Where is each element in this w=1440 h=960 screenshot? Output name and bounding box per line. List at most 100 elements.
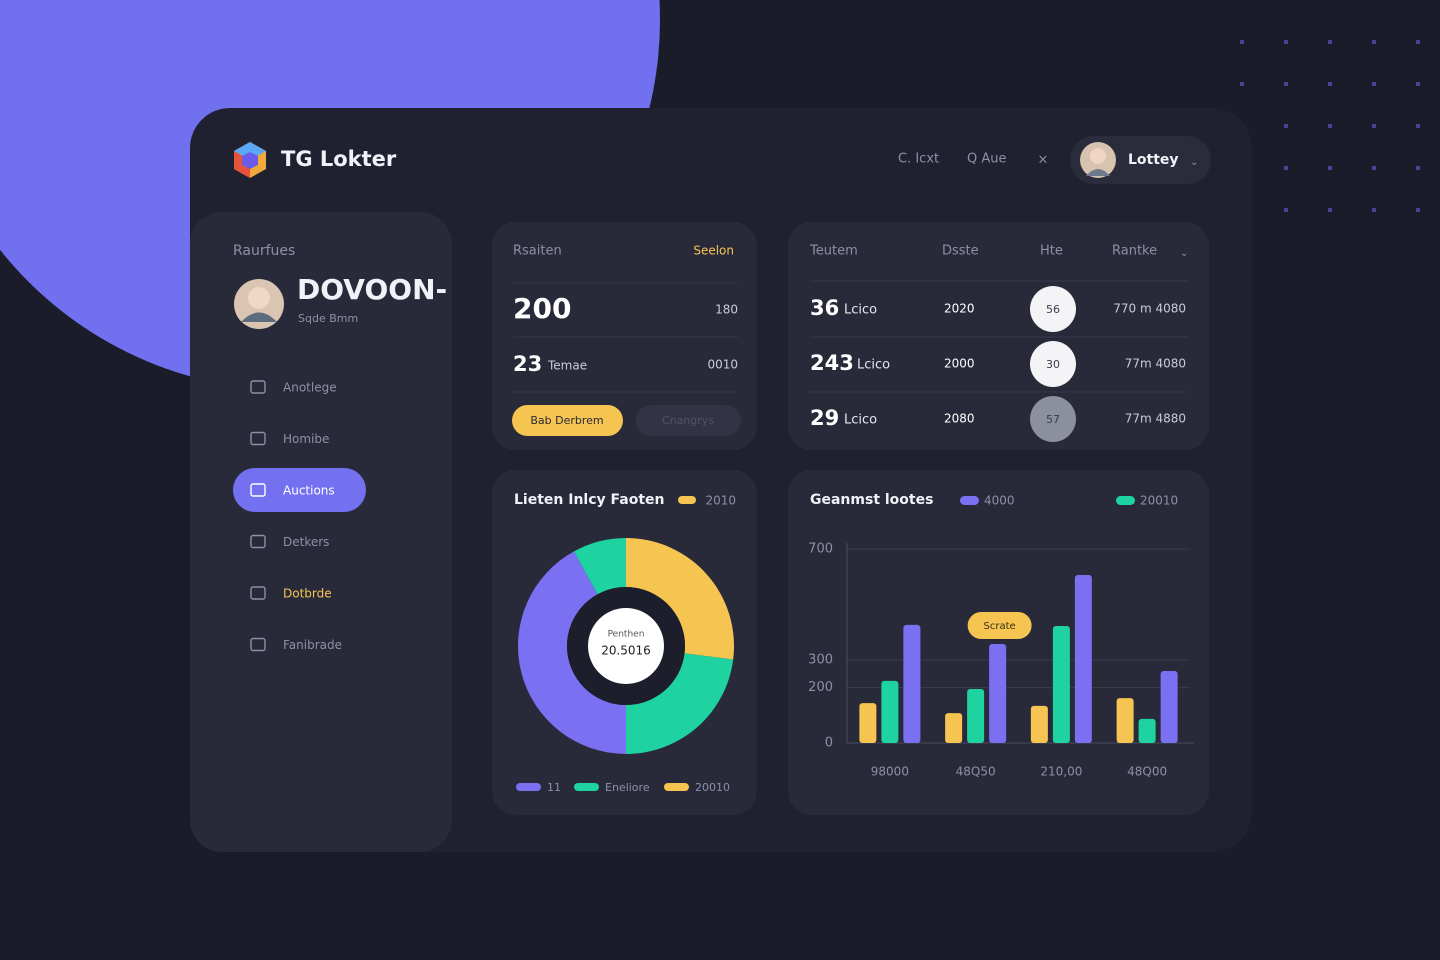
legend-swatch: [574, 783, 599, 791]
chevron: ⌄: [1180, 248, 1188, 259]
nav-icon: [250, 380, 266, 394]
dot: [1372, 82, 1376, 86]
header-link[interactable]: C. Icxt: [898, 152, 939, 167]
row-value: 36: [810, 296, 839, 320]
row-badge: [1030, 286, 1076, 332]
dot: [1328, 82, 1332, 86]
bar-chart: Geanmst lootes 20010 4000 0 200 300 700 98000 48…: [808, 492, 1194, 779]
legend-label: 20010: [695, 781, 730, 794]
secondary-button-label[interactable]: Cnangrys: [662, 414, 714, 427]
x-tick-label: 48Q00: [1127, 765, 1167, 779]
nav-active-bg[interactable]: [233, 468, 366, 512]
dot: [1328, 208, 1332, 212]
table: Teutem Dsste Hte Rantke ⌄ 36 Lcico 2020 56 770 m …: [809, 244, 1188, 442]
donut-center: [588, 608, 664, 684]
bar: [1030, 705, 1048, 743]
dot: [1284, 166, 1288, 170]
nav: Anotlege Homibe Auctions Detkers Dotbrde Fani…: [233, 380, 366, 652]
donut-segment: [518, 551, 626, 754]
nav-item[interactable]: Fanibrade: [283, 638, 342, 652]
stat-value: 200: [513, 292, 571, 325]
bar: [1160, 670, 1178, 743]
x-tick-label: 98000: [871, 765, 909, 779]
summary-card: [492, 222, 757, 450]
stat-unit: Temae: [547, 359, 587, 373]
nav-icon: [250, 637, 266, 652]
bar: [1138, 718, 1156, 743]
logo: [234, 142, 266, 178]
dot: [1284, 124, 1288, 128]
bar-card: [788, 470, 1209, 815]
dot: [1328, 40, 1332, 44]
legend-swatch: [516, 783, 541, 791]
nav-item[interactable]: Detkers: [283, 535, 329, 549]
column-header: Dsste: [942, 244, 979, 259]
y-tick-label: 300: [808, 652, 833, 667]
nav-item[interactable]: Homibe: [283, 432, 329, 446]
legend-label: Eneliore: [605, 781, 650, 794]
bar: [989, 644, 1007, 743]
bar: [945, 713, 963, 743]
row-value: 243: [810, 351, 854, 375]
chart-badge: 2010: [705, 494, 736, 508]
row-badge: [1030, 396, 1076, 442]
user-name[interactable]: Lottey: [1128, 152, 1179, 168]
annotation: Scrate: [984, 621, 1016, 632]
bar: [881, 680, 899, 743]
dot: [1328, 166, 1332, 170]
row-badge-label: 56: [1046, 303, 1060, 316]
card-action[interactable]: Seelon: [693, 244, 734, 258]
dot: [1328, 124, 1332, 128]
row-value: 29: [810, 406, 839, 430]
y-tick-label: 700: [808, 542, 833, 557]
row-unit: Lcico: [844, 413, 877, 428]
sidebar: [190, 212, 452, 852]
donut-chart: Lieten Inlcy Faoten 2010 Penthen 20.5016 11 E…: [514, 492, 736, 794]
row-badge-label: 57: [1046, 413, 1060, 426]
nav-icon: [250, 483, 266, 497]
row-badge-label: 30: [1046, 358, 1060, 371]
profile-sub: Sqde Bmm: [298, 312, 358, 325]
dot: [1284, 82, 1288, 86]
close-icon[interactable]: ×: [1038, 153, 1049, 168]
legend-label: 4000: [984, 494, 1015, 508]
nav-item[interactable]: Auctions: [283, 484, 335, 498]
primary-button-label[interactable]: Bab Derbrem: [530, 414, 603, 427]
bar: [1052, 626, 1070, 743]
nav-icon: [250, 586, 266, 600]
profile-name: DOVOON-: [297, 273, 447, 306]
column-header: Rantke: [1112, 244, 1157, 259]
primary-button[interactable]: [512, 405, 623, 436]
bar: [903, 624, 921, 743]
nav-item[interactable]: Anotlege: [283, 381, 337, 395]
header-link[interactable]: Q Aue: [967, 152, 1007, 167]
bar: [859, 703, 877, 743]
profile-avatar: [234, 279, 284, 329]
secondary-button[interactable]: [636, 405, 741, 436]
y-tick-label: 0: [825, 736, 833, 751]
user-avatar: [1080, 142, 1116, 178]
stat-value: 23: [513, 352, 542, 376]
annotation-bg: [967, 612, 1032, 639]
stat-right: 0010: [707, 358, 738, 372]
donut-segment: [573, 538, 626, 595]
section-label: Raurfues: [233, 243, 295, 259]
bar: [1074, 575, 1092, 743]
bar: [1116, 698, 1134, 743]
brand: TG Lokter: [281, 147, 397, 171]
legend-swatch: [678, 496, 696, 504]
row-cell: 770 m 4080: [1113, 302, 1186, 316]
dot: [1240, 40, 1244, 44]
nav-item[interactable]: Dotbrde: [283, 587, 332, 601]
dot: [1416, 208, 1420, 212]
row-cell: 77m 4080: [1125, 357, 1186, 371]
dot: [1372, 124, 1376, 128]
dot: [1372, 166, 1376, 170]
legend-swatch: [1116, 496, 1135, 505]
nav-icon: [250, 431, 266, 446]
y-tick-label: 200: [808, 680, 833, 695]
dot: [1284, 40, 1288, 44]
row-cell: 2000: [944, 357, 975, 371]
column-header: Hte: [1040, 244, 1063, 259]
bar: [967, 688, 985, 743]
